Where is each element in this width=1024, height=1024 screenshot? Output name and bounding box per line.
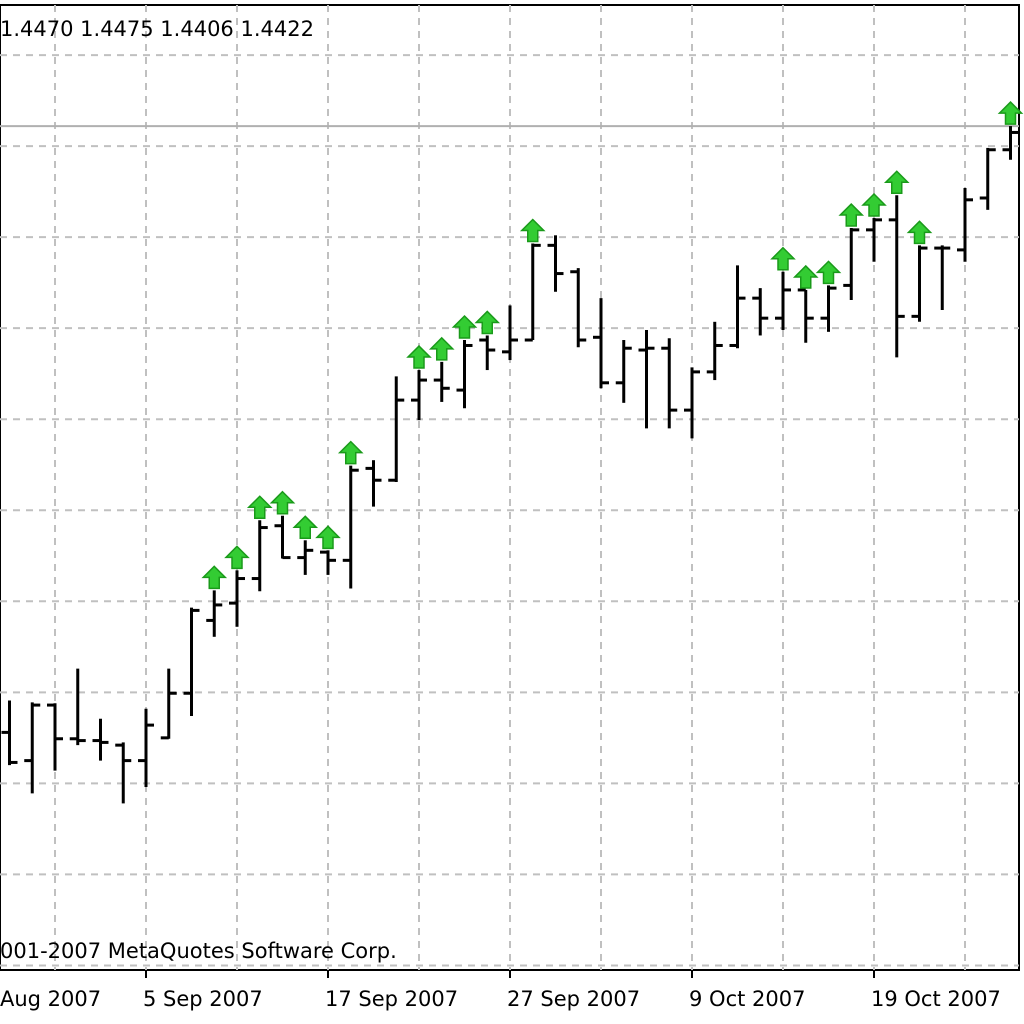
copyright: 001-2007 MetaQuotes Software Corp. — [0, 939, 397, 963]
signal-arrow — [997, 101, 1024, 125]
signal-arrow — [906, 220, 933, 245]
signal-arrow — [861, 192, 887, 217]
signal-arrow — [815, 260, 842, 285]
signal-arrow — [224, 545, 250, 570]
signal-arrow — [269, 490, 296, 515]
signal-arrow — [406, 345, 432, 369]
x-tick-label: 27 Sep 2007 — [507, 987, 640, 1011]
signal-arrow — [201, 565, 228, 590]
ohlc-header: 1.4470 1.4475 1.4406 1.4422 — [0, 17, 314, 41]
x-tick-label: 17 Sep 2007 — [325, 987, 458, 1011]
signal-arrow — [451, 314, 478, 339]
marks — [0, 101, 1024, 804]
x-tick-label: Aug 2007 — [0, 987, 101, 1011]
x-tick-label: 5 Sep 2007 — [143, 987, 263, 1011]
signal-arrow — [792, 264, 819, 289]
signal-arrow — [838, 202, 865, 227]
signal-arrow — [246, 495, 273, 520]
x-tick-label: 9 Oct 2007 — [689, 987, 805, 1011]
signal-arrow — [883, 170, 910, 195]
signal-arrow — [770, 246, 796, 271]
signal-arrow — [315, 525, 341, 550]
signal-arrow — [474, 310, 501, 335]
signal-arrow — [292, 515, 319, 540]
signal-arrow — [428, 336, 455, 361]
signal-arrow — [519, 218, 546, 243]
x-tick-label: 19 Oct 2007 — [871, 987, 1001, 1011]
grid — [0, 5, 1019, 970]
signal-arrow — [337, 440, 364, 465]
